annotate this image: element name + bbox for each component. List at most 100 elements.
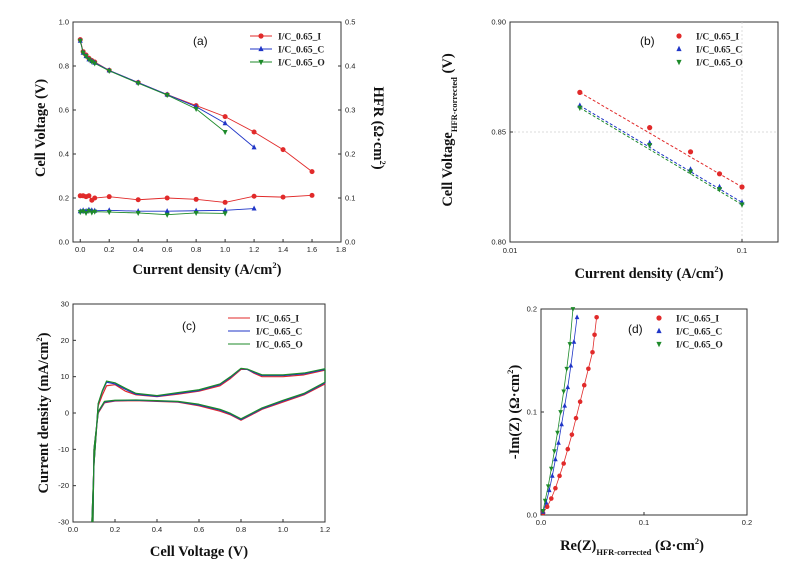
panel-d-data-point: [549, 496, 554, 501]
panel-b-ylabel: Cell VoltageHFR-corrected (V): [440, 53, 459, 207]
legend-marker-O: [258, 59, 264, 66]
panel-b-xtick-label: 0.01: [503, 246, 518, 255]
panel-c-label: (c): [182, 319, 196, 333]
panel-a-data-point: [135, 210, 141, 217]
panel-a-data-point: [106, 210, 112, 216]
panel-d-data-point: [574, 314, 580, 320]
panel-a-data-point: [251, 205, 257, 211]
legend-marker-I: [656, 315, 662, 321]
panel-b-label: (b): [640, 34, 655, 48]
panel-a-data-point: [135, 197, 141, 203]
panel-d-data-point: [592, 332, 597, 338]
panel-d-ylabel: -Im(Z) (Ω·cm2): [505, 365, 523, 460]
panel-a-xtick-label: 1.0: [220, 245, 230, 254]
panel-d-data-point: [558, 410, 563, 415]
panel-a-xtick-label: 0.4: [133, 245, 143, 254]
panel-a-data-point: [222, 211, 228, 217]
panel-a-frame: [72, 21, 342, 243]
panel-a-y2tick-label: 0.4: [345, 62, 355, 71]
panel-a-data-point: [164, 208, 170, 214]
panel-d: (d) -Im(Z) (Ω·cm2) Re(Z)HFR-corrected (Ω…: [505, 305, 752, 558]
legend-label-C: I/C_0.65_C: [256, 328, 302, 338]
panel-a-y2tick-label: 0.1: [345, 194, 355, 203]
panel-d-data-point: [586, 366, 591, 372]
panel-c-xtick-label: 0.2: [110, 525, 120, 534]
panel-a-ytick-label: 1.0: [59, 18, 69, 27]
panel-d-data-point: [552, 449, 557, 455]
legend-marker-I: [258, 33, 264, 39]
panel-a-data-point: [86, 57, 92, 63]
panel-c-xtick-label: 0.4: [152, 525, 162, 534]
panel-a-ytick-label: 0.0: [59, 238, 69, 247]
panel-b-fit-line: [579, 91, 743, 188]
panel-a-xtick-label: 0.2: [104, 245, 114, 254]
legend-label-O: I/C_0.65_O: [278, 59, 325, 69]
panel-a-data-point: [77, 38, 83, 44]
panel-a-data-point: [77, 210, 83, 216]
legend-label-I: I/C_0.65_I: [256, 315, 299, 325]
panel-a-data-point: [280, 147, 286, 153]
panel-d-data-point: [570, 307, 576, 312]
panel-d-data-point: [557, 473, 562, 479]
legend-label-C: I/C_0.65_C: [278, 46, 324, 56]
panel-a-data-point: [309, 192, 315, 198]
panel-d-data-point: [561, 461, 566, 466]
panel-a-xtick-label: 1.2: [249, 245, 259, 254]
panel-a-data-point: [222, 120, 228, 126]
panel-a-xtick-label: 0.6: [162, 245, 172, 254]
panel-b-data-point: [716, 187, 723, 193]
panel-c-xtick-label: 0.0: [68, 525, 78, 534]
panel-a-data-point: [251, 129, 257, 135]
panel-c-ytick-label: 20: [61, 336, 69, 345]
panel-a-data-point: [251, 144, 257, 150]
panel-a-data-point: [89, 210, 95, 216]
panel-d-data-point: [545, 484, 551, 490]
panel-d-data-point: [581, 382, 587, 388]
panel-a-data-point: [106, 194, 112, 200]
panel-d-data-point: [567, 342, 573, 347]
panel-a-data-point: [92, 209, 98, 215]
panel-d-data-point: [562, 402, 567, 408]
panel-c-xtick-label: 1.0: [278, 525, 288, 534]
panel-d-ytick-label: 0.0: [527, 511, 537, 520]
panel-d-data-point: [556, 440, 561, 445]
panel-b-ytick-label: 0.80: [491, 238, 506, 247]
panel-a-data-point: [92, 61, 98, 67]
panel-d-data-point: [543, 499, 549, 505]
panel-a-data-point: [193, 210, 199, 217]
panel-a-xlabel: Current density (A/cm2): [133, 260, 282, 278]
panel-d-ytick-label: 0.1: [527, 408, 537, 417]
panel-d-data-point: [540, 509, 546, 514]
panel-d-data-point: [590, 349, 595, 355]
panel-b-xlabel: Current density (A/cm2): [575, 264, 724, 282]
panel-b-fit-line: [579, 105, 743, 203]
panel-a-xtick-label: 0.8: [191, 245, 201, 254]
legend-label-I: I/C_0.65_I: [278, 33, 321, 43]
panel-a-xtick-label: 1.8: [336, 245, 346, 254]
panel-a-data-point: [222, 199, 228, 205]
panel-b-ytick-label: 0.85: [491, 128, 506, 137]
panel-d-data-point: [565, 384, 571, 390]
panel-b-data-point: [739, 202, 745, 208]
panel-a-data-point: [135, 81, 141, 87]
legend-marker-O: [676, 59, 682, 66]
panel-d-label: (d): [628, 322, 643, 336]
legend-marker-O: [656, 341, 662, 348]
panel-b-data-point: [687, 169, 694, 175]
panel-a-y2tick-label: 0.0: [345, 238, 355, 247]
legend-marker-C: [258, 45, 264, 52]
panel-b-ytick-label: 0.90: [491, 18, 506, 27]
panel-a-data-point: [80, 209, 86, 215]
panel-c-ytick-label: 0: [65, 409, 69, 418]
panel-d-xlabel: Re(Z)HFR-corrected (Ω·cm2): [560, 536, 704, 557]
panel-d-data-point: [553, 485, 558, 491]
panel-d-data-point: [594, 314, 599, 320]
panel-a-y2label: HFR (Ω·cm2): [370, 86, 388, 169]
panel-a-data-point: [309, 169, 315, 175]
panel-c-ytick-label: 10: [61, 372, 69, 381]
panel-d-data-point: [565, 446, 571, 452]
panel-a-data-point: [83, 210, 89, 217]
panel-a-data-point: [164, 195, 170, 201]
panel-b: (b) Cell VoltageHFR-corrected (V) Curren…: [440, 18, 779, 282]
panel-d-data-point: [561, 389, 566, 395]
